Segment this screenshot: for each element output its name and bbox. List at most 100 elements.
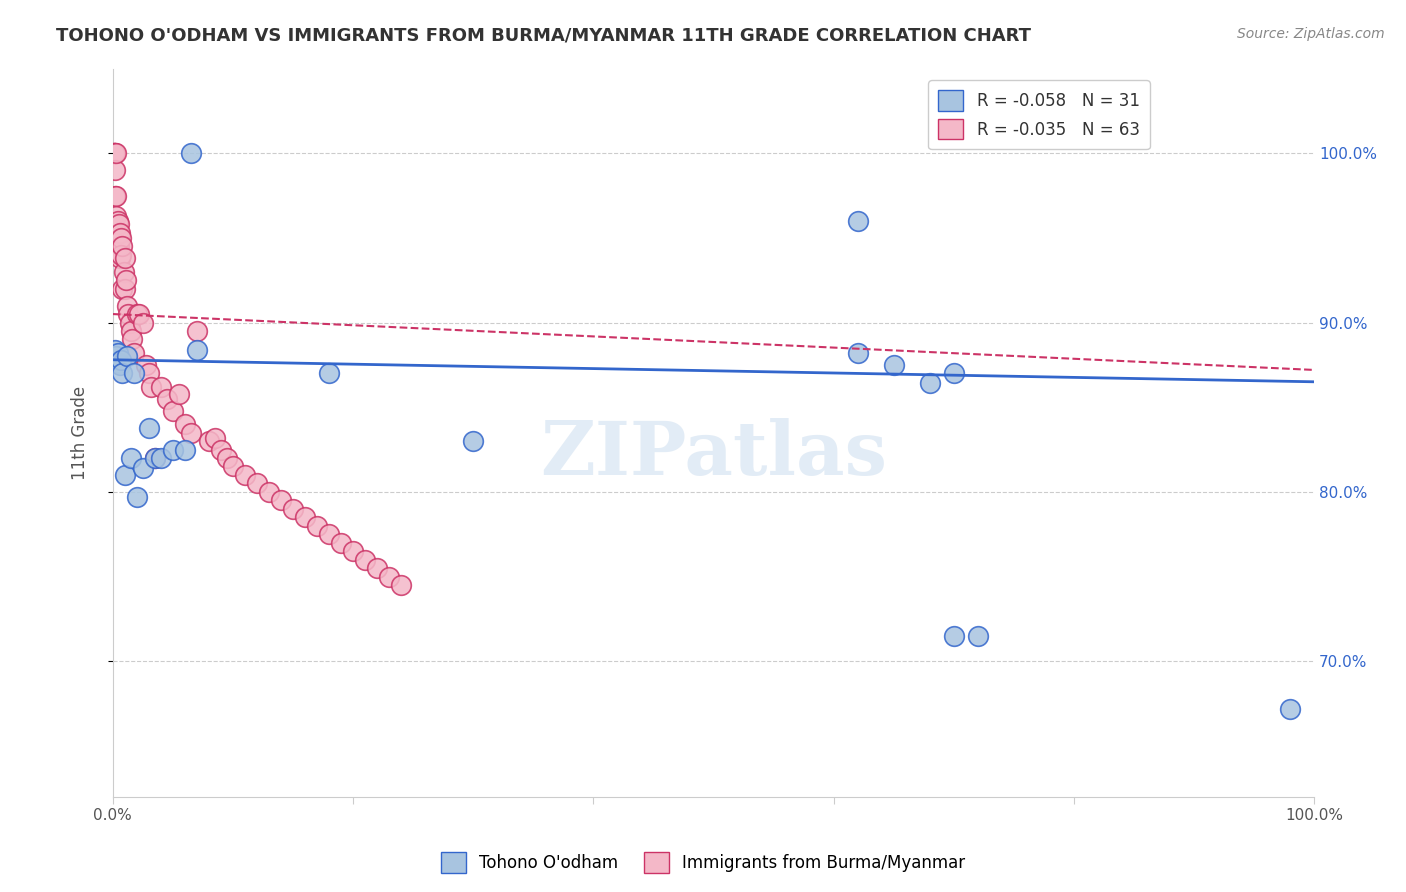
Point bbox=[174, 442, 197, 457]
Point bbox=[167, 386, 190, 401]
Point bbox=[105, 146, 128, 161]
Point bbox=[156, 392, 179, 406]
Point bbox=[117, 350, 139, 364]
Point bbox=[330, 535, 353, 549]
Point bbox=[233, 467, 256, 482]
Point bbox=[342, 544, 364, 558]
Point bbox=[846, 346, 869, 360]
Point bbox=[143, 450, 166, 465]
Point bbox=[918, 376, 941, 391]
Point bbox=[107, 346, 129, 360]
Point bbox=[281, 501, 304, 516]
Point bbox=[115, 273, 138, 287]
Point bbox=[105, 350, 128, 364]
Point bbox=[294, 510, 316, 524]
Point bbox=[103, 146, 125, 161]
Point bbox=[105, 188, 128, 202]
Point bbox=[121, 333, 143, 347]
Text: ZIPatlas: ZIPatlas bbox=[540, 418, 887, 491]
Point bbox=[104, 146, 127, 161]
Point bbox=[114, 282, 136, 296]
Point bbox=[186, 324, 208, 338]
Point bbox=[132, 461, 155, 475]
Point bbox=[110, 248, 132, 262]
Point bbox=[104, 163, 127, 178]
Point bbox=[138, 367, 160, 381]
Point bbox=[143, 450, 166, 465]
Point bbox=[111, 239, 134, 253]
Legend: R = -0.058   N = 31, R = -0.035   N = 63: R = -0.058 N = 31, R = -0.035 N = 63 bbox=[928, 80, 1150, 150]
Point bbox=[103, 217, 125, 231]
Point bbox=[132, 316, 155, 330]
Point bbox=[110, 231, 132, 245]
Point bbox=[366, 561, 388, 575]
Point bbox=[112, 265, 135, 279]
Point bbox=[120, 450, 142, 465]
Point bbox=[108, 239, 131, 253]
Point bbox=[108, 226, 131, 240]
Point bbox=[110, 352, 132, 367]
Point bbox=[135, 358, 157, 372]
Point bbox=[257, 484, 280, 499]
Point bbox=[162, 442, 184, 457]
Point bbox=[125, 490, 148, 504]
Point bbox=[180, 425, 202, 440]
Point bbox=[103, 146, 125, 161]
Point bbox=[141, 380, 163, 394]
Legend: Tohono O'odham, Immigrants from Burma/Myanmar: Tohono O'odham, Immigrants from Burma/My… bbox=[434, 846, 972, 880]
Point bbox=[389, 578, 412, 592]
Point bbox=[149, 450, 172, 465]
Point bbox=[463, 434, 485, 448]
Point bbox=[180, 146, 202, 161]
Point bbox=[128, 307, 150, 321]
Point bbox=[883, 358, 905, 372]
Point bbox=[104, 343, 127, 357]
Point bbox=[124, 367, 146, 381]
Point bbox=[124, 346, 146, 360]
Text: Source: ZipAtlas.com: Source: ZipAtlas.com bbox=[1237, 27, 1385, 41]
Point bbox=[354, 552, 377, 566]
Point bbox=[107, 227, 129, 242]
Point bbox=[942, 367, 965, 381]
Point bbox=[120, 324, 142, 338]
Point bbox=[117, 299, 139, 313]
Point bbox=[114, 467, 136, 482]
Point bbox=[318, 367, 340, 381]
Point bbox=[104, 188, 127, 202]
Point bbox=[222, 459, 245, 474]
Y-axis label: 11th Grade: 11th Grade bbox=[72, 385, 89, 480]
Text: TOHONO O'ODHAM VS IMMIGRANTS FROM BURMA/MYANMAR 11TH GRADE CORRELATION CHART: TOHONO O'ODHAM VS IMMIGRANTS FROM BURMA/… bbox=[56, 27, 1031, 45]
Point bbox=[307, 518, 329, 533]
Point bbox=[114, 251, 136, 265]
Point bbox=[186, 343, 208, 357]
Point bbox=[103, 146, 125, 161]
Point bbox=[318, 527, 340, 541]
Point bbox=[209, 442, 232, 457]
Point bbox=[162, 403, 184, 417]
Point bbox=[111, 367, 134, 381]
Point bbox=[942, 629, 965, 643]
Point bbox=[108, 358, 131, 372]
Point bbox=[108, 356, 131, 370]
Point bbox=[103, 352, 125, 367]
Point bbox=[966, 629, 988, 643]
Point bbox=[111, 282, 134, 296]
Point bbox=[108, 251, 131, 265]
Point bbox=[149, 380, 172, 394]
Point bbox=[378, 569, 401, 583]
Point bbox=[138, 420, 160, 434]
Point bbox=[107, 214, 129, 228]
Point bbox=[118, 316, 141, 330]
Point bbox=[117, 307, 139, 321]
Point bbox=[174, 417, 197, 431]
Point bbox=[270, 493, 292, 508]
Point bbox=[105, 209, 128, 223]
Point bbox=[846, 214, 869, 228]
Point bbox=[215, 450, 238, 465]
Point bbox=[125, 307, 148, 321]
Point bbox=[108, 217, 131, 231]
Point bbox=[246, 476, 269, 491]
Point bbox=[1279, 701, 1302, 715]
Point bbox=[204, 431, 226, 445]
Point bbox=[198, 434, 221, 448]
